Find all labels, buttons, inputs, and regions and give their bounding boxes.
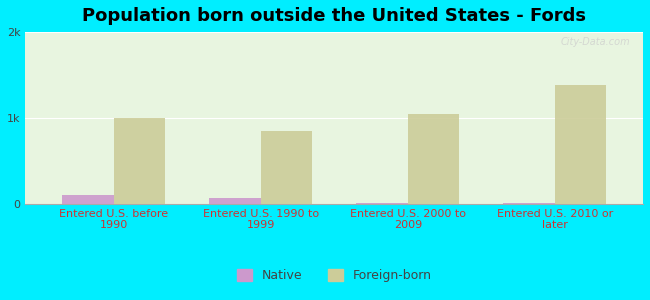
Bar	[555, 85, 606, 204]
Bar	[261, 131, 312, 204]
Text: City-Data.com: City-Data.com	[561, 37, 630, 47]
Bar	[408, 114, 460, 204]
Title: Population born outside the United States - Fords: Population born outside the United State…	[83, 7, 586, 25]
Bar	[503, 203, 555, 204]
Bar	[209, 198, 261, 204]
Bar	[114, 118, 165, 204]
Legend: Native, Foreign-born: Native, Foreign-born	[232, 263, 437, 287]
Bar	[356, 203, 408, 204]
Bar	[62, 195, 114, 204]
